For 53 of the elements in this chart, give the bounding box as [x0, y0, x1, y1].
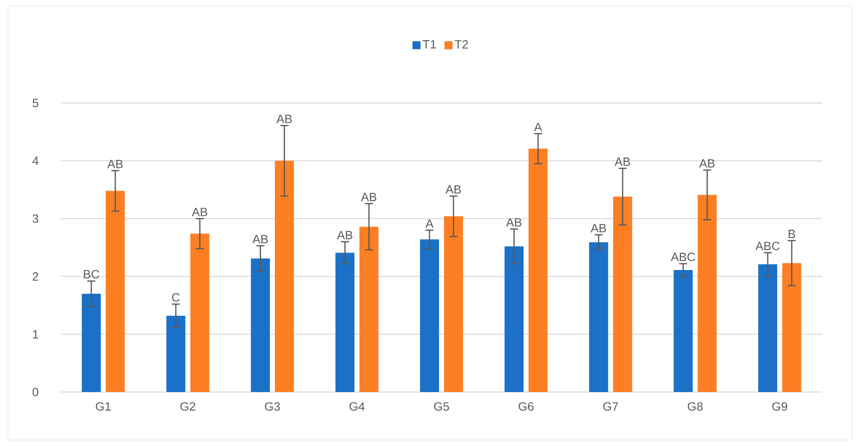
data-label: AB: [276, 114, 292, 124]
y-tick-label: 0: [32, 388, 38, 396]
data-label: ABC: [755, 242, 780, 250]
data-label: AB: [192, 208, 208, 216]
bar: [674, 270, 693, 392]
bar: [444, 216, 464, 392]
data-label: AB: [336, 230, 352, 240]
bar: [335, 252, 354, 392]
bar: [166, 316, 186, 392]
legend-label: T2: [454, 40, 468, 48]
y-tick-label: 1: [33, 330, 38, 338]
y-tick-label: 5: [32, 98, 38, 108]
data-label: B: [788, 230, 796, 238]
bar: [250, 258, 270, 392]
x-tick-label: G8: [688, 402, 703, 411]
x-tick-label: G5: [434, 402, 450, 411]
data-label: ABC: [670, 252, 696, 262]
data-label: A: [426, 219, 434, 228]
data-label: AB: [699, 159, 715, 168]
data-label: AB: [590, 224, 606, 232]
data-label: AB: [107, 160, 123, 168]
x-tick-label: G6: [518, 402, 534, 411]
x-tick-label: G9: [772, 402, 788, 411]
x-tick-label: G1: [96, 402, 111, 411]
y-tick-label: 2: [32, 272, 38, 281]
y-tick-label: 4: [32, 156, 38, 165]
bar: [698, 194, 717, 392]
bar: [528, 148, 548, 392]
bar: [82, 294, 101, 392]
data-label: AB: [446, 185, 461, 194]
data-label: A: [534, 122, 542, 132]
bar: [274, 160, 294, 392]
bar: [420, 239, 440, 392]
bar: [758, 264, 778, 392]
bar: [613, 196, 632, 392]
bar: [190, 234, 210, 392]
data-label: AB: [614, 158, 630, 166]
data-label: BC: [84, 270, 100, 279]
data-label: C: [172, 293, 180, 302]
data-label: AB: [506, 218, 522, 226]
data-label: AB: [252, 235, 268, 244]
x-tick-label: G3: [264, 402, 280, 411]
legend-label: T1: [422, 40, 436, 48]
x-tick-label: G2: [180, 402, 196, 411]
bar: [782, 263, 802, 392]
bar: [106, 190, 125, 392]
bar: [504, 246, 524, 392]
bar: [359, 226, 378, 392]
data-label: AB: [360, 192, 376, 202]
x-tick-label: G7: [603, 402, 618, 411]
bar: [589, 242, 608, 392]
x-tick-label: G4: [350, 402, 365, 411]
y-tick-label: 3: [32, 214, 38, 223]
